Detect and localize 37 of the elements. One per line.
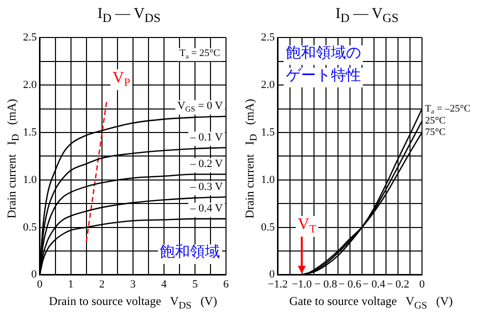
x-tick-label: − 0.6	[338, 278, 362, 290]
x-axis-title: Drain to source voltage V$_{DS}$ (V)	[48, 294, 218, 312]
chart-title: I$_{D}$ — V$_{GS}$	[334, 6, 400, 26]
annotation: 飽和領域のゲート特性	[286, 44, 361, 84]
y-tick-label: 2.5	[23, 31, 38, 44]
chart-title: I$_{D}$ — V$_{DS}$	[96, 6, 162, 26]
y-tick-label: 0	[31, 268, 38, 281]
y-tick-label: 2.5	[261, 31, 276, 44]
x-tick-label: 3	[130, 278, 136, 290]
y-tick-label: 0.5	[261, 221, 276, 234]
y-tick-label: 0.5	[23, 221, 38, 234]
series-label: – 0.3 V	[189, 180, 223, 193]
series-label: – 0.4 V	[189, 202, 223, 215]
y-tick-label: 1.5	[261, 126, 276, 138]
x-tick-label: 6	[223, 278, 230, 290]
x-tick-label: − 0.2	[386, 278, 410, 290]
y-tick-label: 0	[269, 268, 276, 281]
x-tick-label: 2	[99, 278, 105, 290]
y-tick-label: 1.0	[23, 174, 38, 186]
annotation: 飽和領域	[160, 244, 220, 261]
x-tick-label: − 0.8	[314, 278, 338, 290]
x-tick-label: − 0.4	[362, 278, 386, 290]
series-label: 75°C	[425, 127, 446, 138]
series-label: – 0.1 V	[189, 132, 223, 144]
y-tick-label: 1.0	[261, 174, 276, 186]
x-tick-label: 1	[68, 278, 74, 290]
x-axis-title: Gate to source voltage V$_{GS}$ (V)	[288, 294, 454, 312]
series-label: – 0.2 V	[189, 158, 223, 170]
y-tick-label: 1.5	[23, 126, 38, 138]
y-tick-label: 2.0	[23, 78, 38, 91]
x-tick-label: 4	[161, 278, 168, 290]
series-label: 25°C	[425, 116, 446, 127]
y-tick-label: 2.0	[261, 78, 276, 91]
x-tick-label: 5	[192, 278, 198, 290]
x-tick-label: −1.0	[292, 278, 312, 290]
x-tick-label: 0	[419, 278, 426, 290]
x-tick-label: −1.2	[268, 278, 288, 290]
